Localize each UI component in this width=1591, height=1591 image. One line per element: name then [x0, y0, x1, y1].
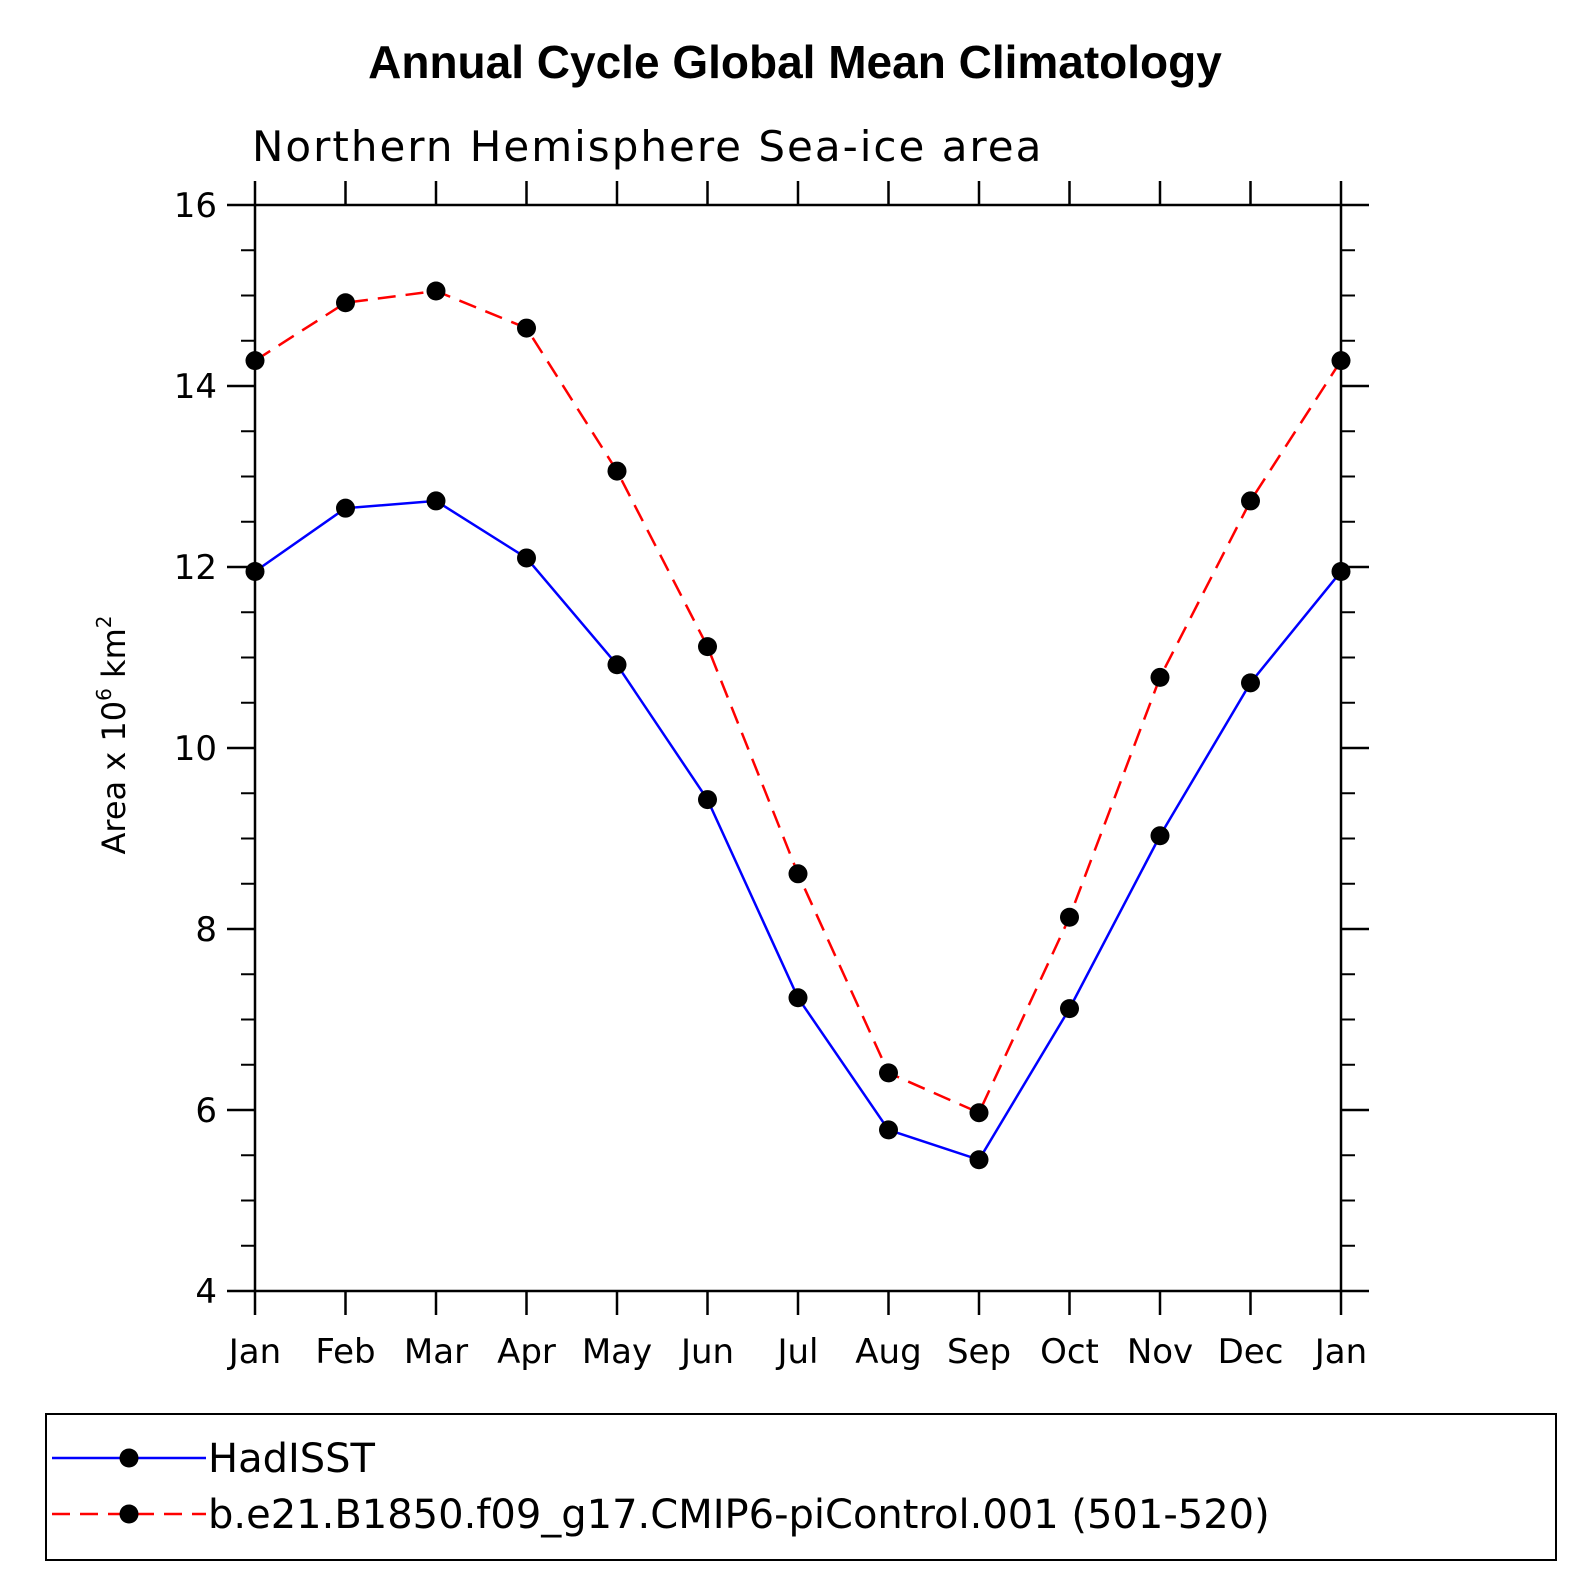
legend-label: HadISST [208, 1436, 376, 1482]
legend-box [45, 1413, 1557, 1561]
x-tick-label: Aug [855, 1332, 921, 1372]
data-point [879, 1120, 898, 1140]
x-tick-label: Sep [947, 1332, 1011, 1372]
x-tick-label: Apr [497, 1332, 556, 1372]
legend-marker [119, 1448, 139, 1468]
data-point [879, 1063, 898, 1083]
data-point [1241, 673, 1260, 693]
data-point [969, 1103, 989, 1123]
x-tick-label: Feb [315, 1332, 375, 1372]
legend-entry-1: HadISST [52, 1436, 376, 1482]
y-tick-label: 6 [195, 1091, 217, 1131]
data-point [1331, 351, 1351, 371]
y-axis-label-exp: 6 [92, 688, 116, 701]
data-point [1060, 999, 1079, 1019]
x-tick-label: Jan [1313, 1332, 1367, 1372]
data-point [1150, 826, 1170, 846]
data-point [698, 790, 717, 810]
x-tick-label: Jul [775, 1332, 818, 1372]
chart-title: Annual Cycle Global Mean Climatology [368, 36, 1222, 88]
data-point [245, 351, 265, 371]
data-point [336, 293, 355, 313]
series-layer [245, 281, 1351, 1170]
data-point [788, 864, 808, 884]
x-tick-label: Mar [404, 1332, 468, 1372]
data-point [1331, 562, 1351, 582]
series-1 [245, 491, 1351, 1170]
x-tick-label: Nov [1127, 1332, 1193, 1372]
legend-entry-2: b.e21.B1850.f09_g17.CMIP6-piControl.001 … [52, 1492, 1270, 1538]
data-point [1150, 667, 1170, 687]
y-axis-label-unit: km [95, 628, 133, 688]
data-point [517, 548, 536, 568]
data-point [517, 318, 536, 338]
x-tick-label: Jan [227, 1332, 281, 1372]
data-point [969, 1150, 989, 1170]
legend-label: b.e21.B1850.f09_g17.CMIP6-piControl.001 … [208, 1492, 1270, 1538]
data-point [426, 281, 446, 301]
series-line [254, 499, 1342, 1162]
data-point [607, 461, 627, 481]
x-tick-label: Jun [679, 1332, 734, 1372]
y-tick-label: 16 [174, 186, 217, 226]
data-point [698, 637, 717, 657]
series-2 [245, 281, 1351, 1123]
data-point [245, 562, 265, 582]
x-tick-label: May [582, 1332, 652, 1372]
y-tick-label: 12 [174, 548, 217, 588]
y-tick-label: 14 [174, 367, 217, 407]
y-axis-label-text: Area x 10 [95, 701, 133, 855]
data-point [426, 491, 446, 511]
plot-frame [253, 203, 1343, 1293]
legend: HadISST b.e21.B1850.f09_g17.CMIP6-piContr… [52, 1436, 1270, 1538]
legend-marker [119, 1504, 139, 1524]
axes: Jan Feb Mar Apr May Jun Jul Aug Sep Oct Nov Dec Jan4… [174, 181, 1369, 1372]
x-tick-label: Oct [1040, 1332, 1099, 1372]
svg-text:Area x 106 km2: Area x 106 km2 [92, 616, 133, 855]
chart-subtitle: Northern Hemisphere Sea-ice area [252, 122, 1043, 171]
y-tick-label: 8 [195, 910, 217, 950]
data-point [607, 655, 627, 675]
y-axis-label: Area x 106 km2 [92, 616, 133, 855]
y-tick-label: 10 [174, 729, 217, 769]
x-tick-label: Dec [1218, 1332, 1284, 1372]
data-point [336, 498, 355, 518]
y-axis-label-unit-exp: 2 [92, 616, 116, 629]
y-tick-label: 4 [195, 1272, 217, 1312]
data-point [1241, 491, 1260, 511]
data-point [1060, 907, 1079, 927]
data-point [788, 988, 808, 1008]
